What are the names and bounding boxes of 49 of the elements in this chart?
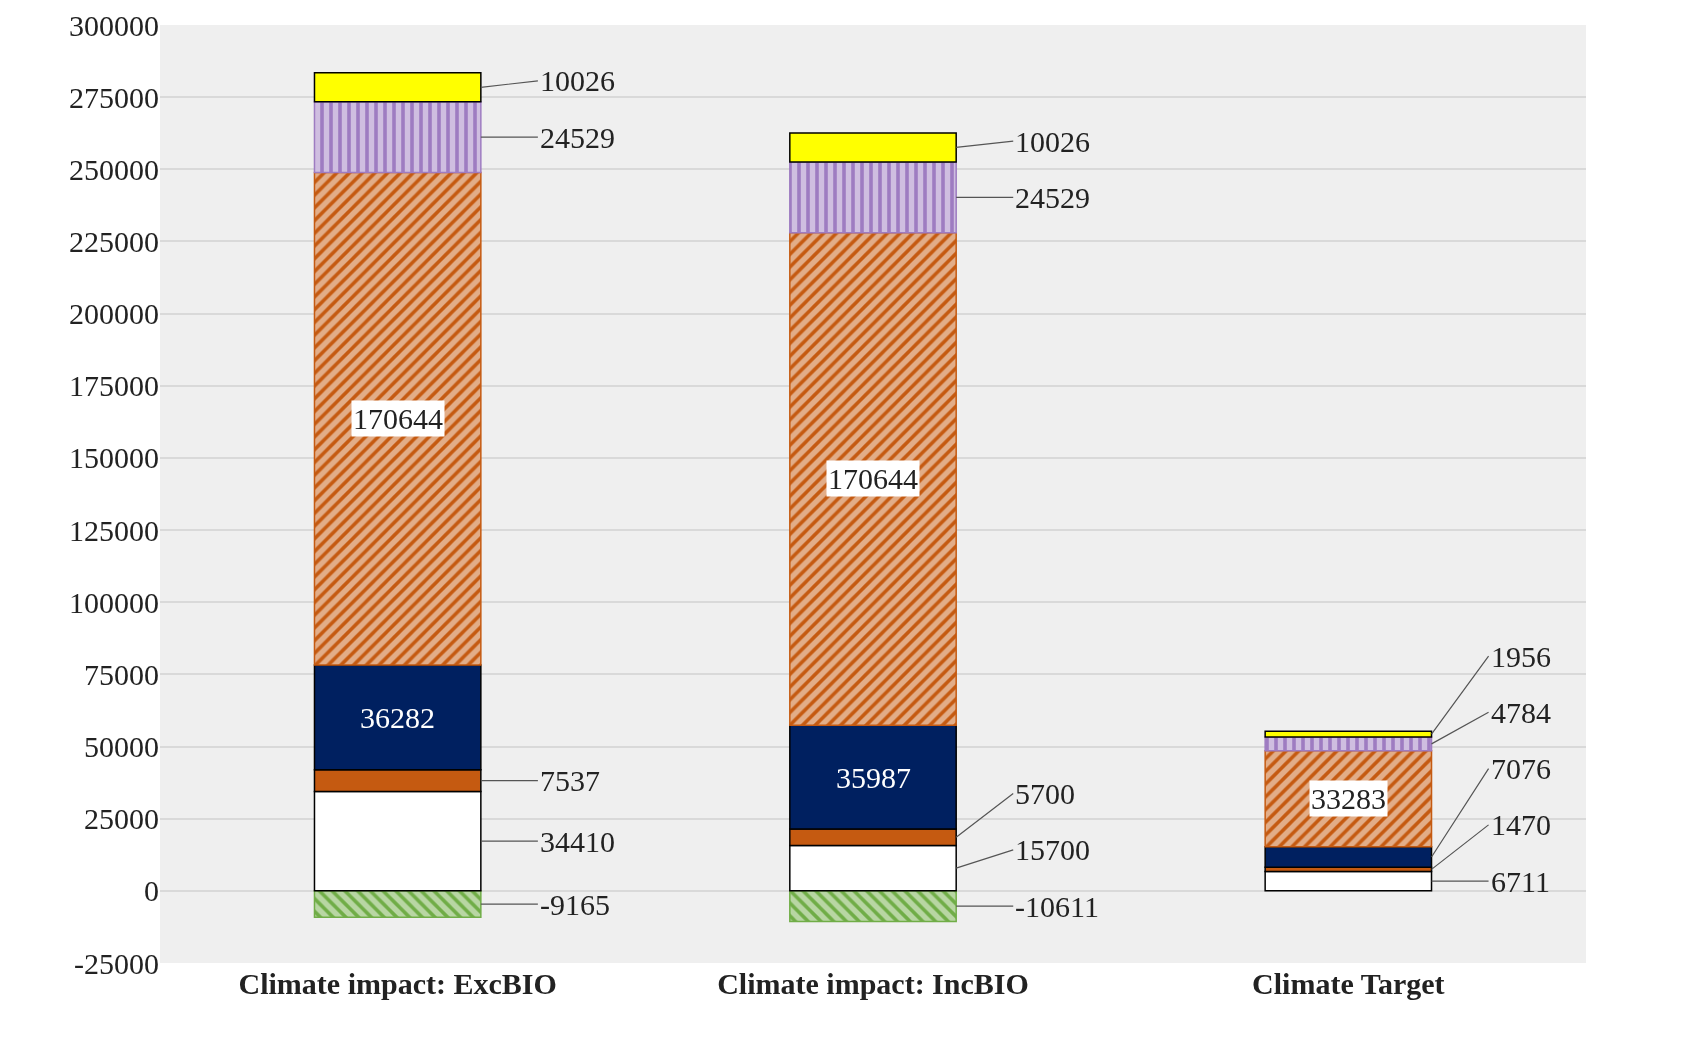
y-tick-label: 200000: [69, 297, 159, 331]
bar: [789, 161, 957, 234]
bar: [313, 101, 482, 174]
bar: [1264, 846, 1433, 868]
bar: [313, 171, 482, 666]
data-label: 34410: [540, 825, 615, 858]
data-label: 24529: [1015, 181, 1090, 214]
data-label: 4784: [1491, 696, 1551, 729]
y-tick-label: 50000: [84, 730, 159, 764]
y-tick-label: 275000: [69, 80, 159, 114]
data-label: 6711: [1491, 865, 1550, 898]
data-label: 33283: [1311, 782, 1386, 815]
y-tick-label: 100000: [69, 585, 159, 619]
y-tick-label: 250000: [69, 152, 159, 186]
data-label: 170644: [828, 462, 918, 495]
data-label: -9165: [540, 888, 610, 921]
bar: [313, 890, 482, 919]
data-label: 35987: [836, 761, 911, 794]
x-tick-label: Climate Target: [1252, 967, 1445, 1000]
y-tick-label: 225000: [69, 224, 159, 258]
bar: [1264, 870, 1433, 892]
y-tick-label: 150000: [69, 441, 159, 475]
y-tick-label: 300000: [69, 8, 159, 42]
y-tick-label: 0: [144, 874, 159, 908]
bar: [1264, 736, 1433, 752]
data-label: -10611: [1015, 890, 1099, 923]
y-tick-label: -25000: [74, 946, 159, 980]
data-label: 170644: [353, 402, 443, 435]
bar: [789, 231, 957, 726]
data-label: 7537: [540, 764, 600, 797]
data-label: 24529: [540, 121, 615, 154]
data-label: 10026: [1015, 125, 1090, 158]
bar: [1264, 730, 1433, 738]
y-tick-label: 75000: [84, 657, 159, 691]
data-label: 5700: [1015, 777, 1075, 810]
data-label: 10026: [540, 64, 615, 97]
x-tick-label: Climate impact: ExcBIO: [238, 967, 557, 1000]
x-tick-label: Climate impact: IncBIO: [717, 967, 1029, 1000]
data-label: 1956: [1491, 640, 1551, 673]
data-label: 36282: [360, 701, 435, 734]
bar: [313, 72, 482, 103]
y-tick-label: 25000: [84, 802, 159, 836]
y-tick-label: 125000: [69, 513, 159, 547]
data-label: 15700: [1015, 833, 1090, 866]
bar: [789, 890, 957, 923]
data-label: 7076: [1491, 752, 1551, 785]
y-tick-label: 175000: [69, 369, 159, 403]
bar: [789, 132, 957, 163]
data-label: 1470: [1491, 808, 1551, 841]
